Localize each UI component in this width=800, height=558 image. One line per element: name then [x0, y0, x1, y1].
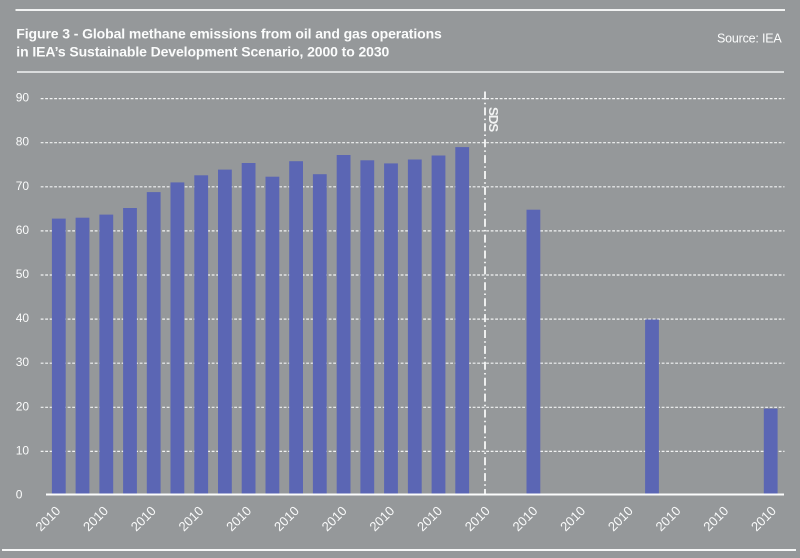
- svg-text:10: 10: [16, 443, 30, 457]
- svg-text:60: 60: [16, 223, 30, 237]
- svg-text:90: 90: [16, 91, 30, 105]
- svg-text:30: 30: [16, 355, 30, 369]
- svg-text:Source: IEA: Source: IEA: [717, 32, 782, 46]
- svg-text:80: 80: [16, 135, 30, 149]
- svg-text:Figure 3 - Global methane emis: Figure 3 - Global methane emissions from…: [16, 26, 442, 42]
- svg-text:SDS: SDS: [486, 107, 501, 132]
- svg-text:40: 40: [16, 311, 30, 325]
- svg-text:20: 20: [16, 399, 30, 413]
- svg-text:70: 70: [16, 179, 30, 193]
- svg-text:0: 0: [16, 488, 23, 502]
- svg-text:in IEA’s Sustainable Developme: in IEA’s Sustainable Development Scenari…: [16, 44, 389, 60]
- svg-text:50: 50: [16, 267, 30, 281]
